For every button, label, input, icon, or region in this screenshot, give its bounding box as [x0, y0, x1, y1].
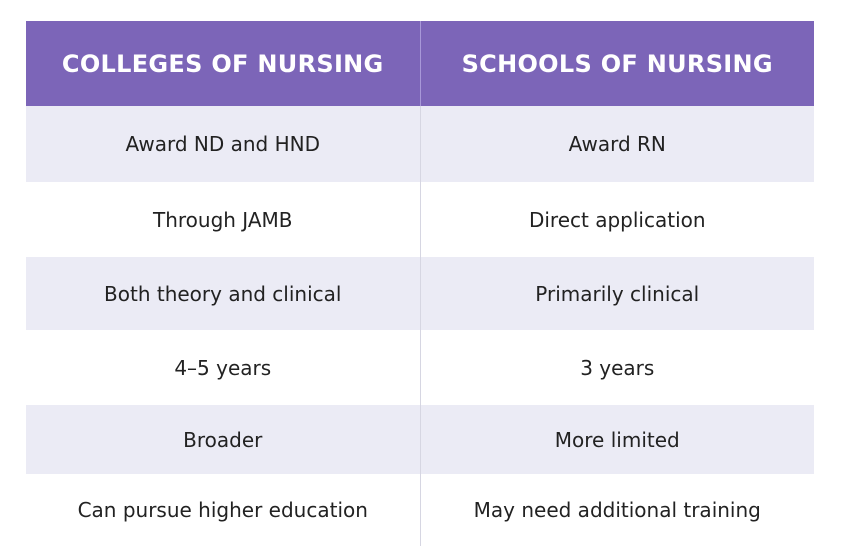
header-colleges-of-nursing: COLLEGES OF NURSING [26, 21, 421, 106]
table-row: Through JAMB Direct application [26, 182, 814, 257]
table-header: COLLEGES OF NURSING SCHOOLS OF NURSING [26, 21, 814, 106]
cell-schools: 3 years [420, 330, 814, 405]
cell-schools: May need additional training [420, 474, 814, 546]
cell-schools: More limited [420, 405, 814, 474]
header-schools-of-nursing: SCHOOLS OF NURSING [420, 21, 814, 106]
table-row: Award ND and HND Award RN [26, 106, 814, 182]
cell-colleges: Broader [26, 405, 421, 474]
comparison-table: COLLEGES OF NURSING SCHOOLS OF NURSING A… [26, 21, 814, 546]
comparison-table-container: COLLEGES OF NURSING SCHOOLS OF NURSING A… [26, 21, 814, 546]
cell-colleges: Through JAMB [26, 182, 421, 257]
cell-colleges: Award ND and HND [26, 106, 421, 182]
cell-colleges: Both theory and clinical [26, 257, 421, 330]
table-row: Can pursue higher education May need add… [26, 474, 814, 546]
cell-colleges: 4–5 years [26, 330, 421, 405]
cell-schools: Primarily clinical [420, 257, 814, 330]
table-body: Award ND and HND Award RN Through JAMB D… [26, 106, 814, 546]
table-row: Both theory and clinical Primarily clini… [26, 257, 814, 330]
header-row: COLLEGES OF NURSING SCHOOLS OF NURSING [26, 21, 814, 106]
cell-schools: Direct application [420, 182, 814, 257]
table-row: Broader More limited [26, 405, 814, 474]
cell-schools: Award RN [420, 106, 814, 182]
cell-colleges: Can pursue higher education [26, 474, 421, 546]
table-row: 4–5 years 3 years [26, 330, 814, 405]
